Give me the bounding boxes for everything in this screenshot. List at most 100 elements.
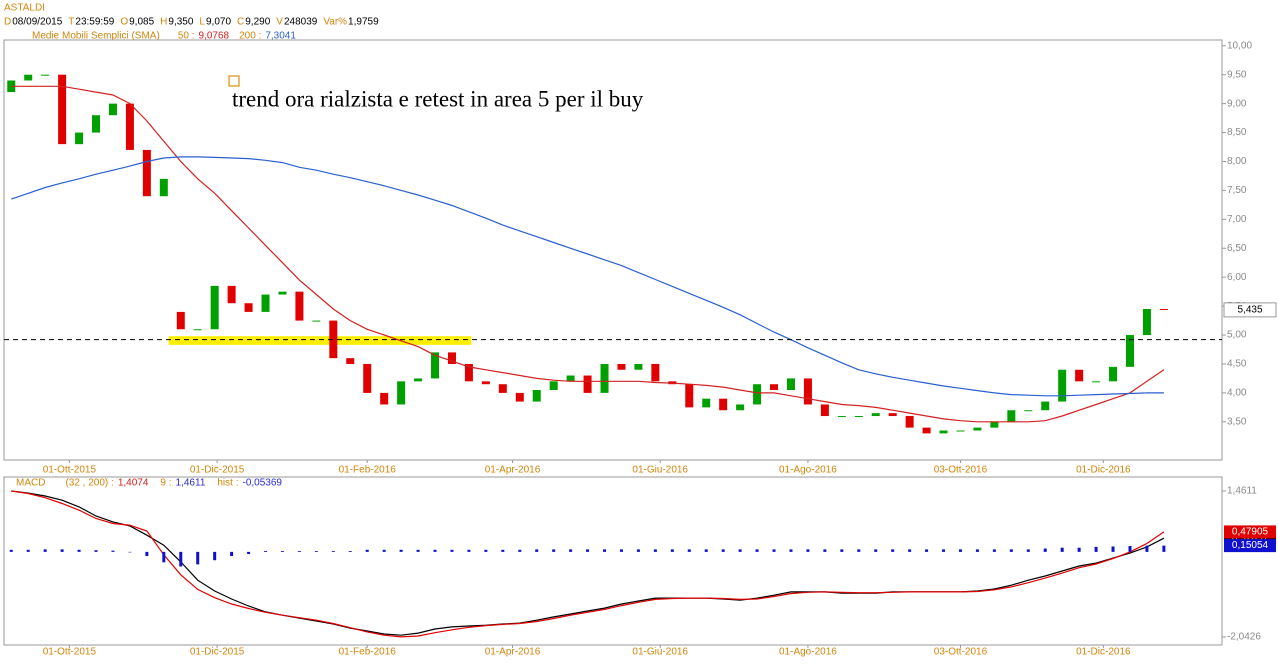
candle-body <box>956 430 965 432</box>
candle-body <box>481 381 490 385</box>
histogram-bar <box>1145 545 1149 552</box>
candle-body <box>1007 410 1016 422</box>
candle-body <box>990 421 999 428</box>
x-tick-label: 01-Dic-2016 <box>1076 647 1131 658</box>
last-value-box <box>1224 525 1276 539</box>
info-value: 9,350 <box>168 17 193 28</box>
histogram-bar <box>1111 546 1115 552</box>
candle-body <box>973 427 982 431</box>
candle-body <box>736 404 745 411</box>
candle-body <box>1092 381 1101 383</box>
y-tick-label: 10,00 <box>1227 40 1252 51</box>
series-line <box>11 85 1165 423</box>
histogram-bar <box>603 549 607 552</box>
info-value: 08/09/2015 <box>12 17 62 28</box>
candle-body <box>346 358 355 364</box>
candle-body <box>193 329 202 331</box>
histogram-bar <box>467 549 471 552</box>
histogram-bar <box>942 549 946 552</box>
candle-body <box>447 352 456 364</box>
candle-body <box>431 352 440 379</box>
candle-body <box>566 375 575 382</box>
histogram-bar <box>619 549 623 552</box>
histogram-bar <box>704 549 708 552</box>
y-tick-label: 6,50 <box>1227 243 1247 254</box>
candle-body <box>58 74 67 145</box>
histogram-bar <box>569 549 573 552</box>
plot-area <box>9 490 1166 638</box>
histogram-bar <box>874 549 878 552</box>
histogram-bar <box>111 550 115 552</box>
last-value-label: 5,435 <box>1237 305 1262 316</box>
candle-body <box>414 378 423 382</box>
candle-body <box>1125 335 1134 367</box>
histogram-bar <box>1060 547 1064 552</box>
histogram-bar <box>450 549 454 552</box>
histogram-bar <box>128 551 132 553</box>
candle-body <box>1159 309 1168 311</box>
y-tick-label: 7,00 <box>1227 214 1247 225</box>
histogram-bar <box>891 549 895 552</box>
histogram-bar <box>280 551 284 552</box>
candle-body <box>549 381 558 390</box>
y-tick-label: 5,00 <box>1227 330 1247 341</box>
candle-body <box>380 392 389 405</box>
histogram-bar <box>738 549 742 552</box>
info-value: 248039 <box>284 17 318 28</box>
legend-title: Medie Mobili Semplici (SMA) <box>32 31 160 42</box>
candle-body <box>75 132 84 145</box>
candle-body <box>600 363 609 393</box>
histogram-bar <box>60 549 64 552</box>
annotation-marker <box>228 75 240 87</box>
series-line <box>11 490 1165 638</box>
histogram-bar <box>1094 546 1098 552</box>
x-tick-label: 01-Ott-2015 <box>43 647 97 658</box>
candle-body <box>871 413 880 417</box>
info-key: Var% <box>323 17 347 28</box>
histogram-bar <box>1043 548 1047 552</box>
histogram-bar <box>213 551 217 561</box>
info-value: 9,070 <box>206 17 231 28</box>
y-tick-label: 9,00 <box>1227 98 1247 109</box>
y-tick-label: 4,50 <box>1227 359 1247 370</box>
info-key: H <box>160 17 167 28</box>
y-tick-label: 1,4611 <box>1227 486 1257 497</box>
histogram-bar <box>196 551 200 565</box>
candle-body <box>278 291 287 295</box>
histogram-bar <box>26 549 30 552</box>
histogram-bar <box>958 549 962 552</box>
histogram-bar <box>230 551 234 557</box>
candle-body <box>363 363 372 393</box>
candle-body <box>176 311 185 330</box>
y-tick-label: 9,50 <box>1227 69 1247 80</box>
candle-body <box>770 384 779 390</box>
histogram-bar <box>348 551 352 552</box>
histogram-bar <box>247 551 251 554</box>
candle-body <box>837 416 846 418</box>
annotation: trend ora rialzista e retest in area 5 p… <box>232 86 644 111</box>
info-value: 9,085 <box>129 17 154 28</box>
histogram-bar <box>823 549 827 552</box>
candle-body <box>227 285 236 304</box>
y-tick-label: 3,50 <box>1227 416 1247 427</box>
legend-name: 9 : <box>160 478 171 489</box>
candle-body <box>651 363 660 382</box>
histogram-bar <box>162 551 166 563</box>
y-tick-label: 4,00 <box>1227 388 1247 399</box>
histogram-bar <box>1026 549 1030 552</box>
y-tick-label: -2,0426 <box>1227 632 1261 643</box>
candle-body <box>803 378 812 405</box>
chart-title: ASTALDI <box>4 3 45 14</box>
candle-body <box>329 320 338 359</box>
histogram-bar <box>1128 546 1132 552</box>
x-tick-label: 01-Feb-2016 <box>339 465 397 476</box>
info-value: 9,290 <box>245 17 270 28</box>
histogram-bar <box>670 549 674 552</box>
chart-title: MACD <box>16 478 45 489</box>
histogram-bar <box>1009 549 1013 552</box>
candle-body <box>922 427 931 434</box>
legend-value: -0,05369 <box>243 478 283 489</box>
legend-name: 200 : <box>239 31 261 42</box>
